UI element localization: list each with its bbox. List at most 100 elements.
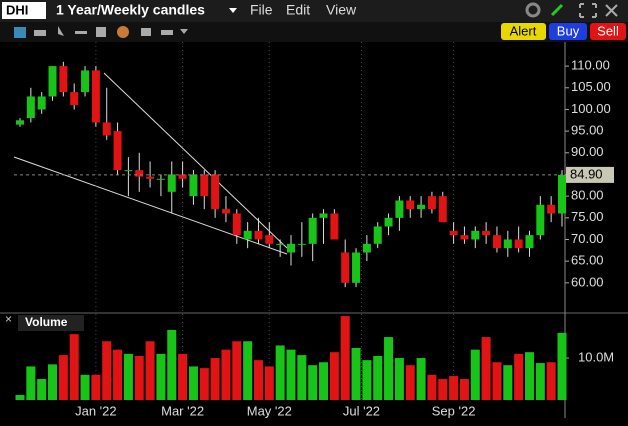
menu-view[interactable]: View	[326, 2, 357, 18]
candle-body	[547, 204, 556, 214]
volume-bar	[351, 347, 361, 400]
candle-body	[102, 122, 111, 136]
volume-bar	[405, 365, 415, 400]
volume-bar	[123, 353, 133, 400]
candle-body	[341, 252, 350, 283]
candle-body	[482, 230, 491, 236]
alert-label[interactable]: Alert	[510, 23, 537, 38]
sell-button[interactable]	[590, 23, 626, 40]
pane-divider	[0, 312, 628, 314]
candle-body	[254, 230, 263, 240]
candle-body	[91, 70, 100, 123]
x-tick-label: Sep '22	[432, 403, 476, 418]
volume-bar	[308, 365, 318, 400]
last-price-box	[566, 166, 614, 183]
expand-icon[interactable]	[579, 3, 597, 18]
candle-body	[70, 92, 79, 106]
drawing-tools[interactable]	[14, 26, 188, 38]
candle-body	[189, 174, 198, 197]
candle-body	[536, 204, 545, 236]
y-tick-label: 60.00	[571, 274, 604, 289]
volume-bar	[58, 355, 68, 400]
volume-title: Volume	[25, 315, 68, 329]
candle-body	[362, 243, 371, 253]
volume-bar	[69, 334, 79, 400]
symbol[interactable]: DHI	[6, 2, 28, 17]
candle-body	[221, 209, 230, 214]
candle-body	[395, 200, 404, 218]
volume-bar	[134, 355, 144, 400]
volume-bar	[91, 374, 101, 400]
volume-bar	[503, 365, 513, 400]
x-tick-label: Jul '22	[343, 403, 380, 418]
candle-body	[243, 230, 252, 240]
candle-body	[373, 226, 382, 244]
volume-bar	[221, 349, 231, 400]
candle-body	[319, 213, 328, 218]
y-tick-label: 70.00	[571, 231, 604, 246]
candle-body	[297, 243, 306, 245]
candle-body	[16, 120, 24, 125]
volume-bar	[210, 358, 220, 400]
candle-body	[308, 217, 317, 244]
buy-button[interactable]	[549, 23, 587, 40]
candle-body	[352, 252, 361, 283]
last-price-label: 84.90	[570, 166, 603, 181]
volume-bar	[492, 362, 502, 400]
candle-body	[48, 66, 57, 97]
volume-bar	[297, 355, 307, 400]
volume-bar	[470, 349, 480, 400]
volume-bar	[15, 394, 25, 400]
sell-label[interactable]: Sell	[597, 23, 619, 38]
candle-body	[330, 213, 339, 240]
buy-label[interactable]: Buy	[557, 23, 580, 38]
candle-body	[525, 235, 534, 249]
y-tick-label: 10.0M	[578, 349, 614, 364]
x-tick-label: Mar '22	[161, 403, 204, 418]
volume-bar	[188, 366, 198, 400]
volume-bar	[286, 349, 296, 400]
candle-body	[146, 176, 155, 179]
y-tick-label: 90.00	[571, 144, 604, 159]
candle-body	[558, 174, 566, 214]
trendline	[13, 156, 288, 255]
volume-bar	[253, 360, 263, 400]
volume-bar	[243, 341, 253, 400]
trendline	[103, 72, 288, 249]
candle-body	[178, 174, 187, 179]
volume-bar	[145, 341, 155, 400]
volume-bar	[80, 374, 90, 400]
candle-body	[438, 196, 447, 223]
volume-bar	[319, 362, 329, 400]
symbol-box[interactable]	[2, 2, 46, 19]
y-tick-label: 100.00	[571, 101, 611, 116]
menu-edit[interactable]: Edit	[286, 2, 310, 18]
volume-bar	[384, 337, 394, 400]
volume-bar	[427, 374, 437, 400]
menu-file[interactable]: File	[250, 2, 273, 18]
candle-body	[124, 170, 133, 172]
candle-body	[503, 239, 512, 249]
candle-body	[514, 239, 523, 249]
volume-bar	[524, 352, 534, 400]
close-icon[interactable]	[605, 4, 618, 17]
volume-bar	[37, 379, 47, 400]
period[interactable]: 1 Year/Weekly candles	[56, 2, 205, 18]
link-icon[interactable]	[550, 3, 564, 17]
y-tick-label: 65.00	[571, 253, 604, 268]
candle-body	[287, 243, 295, 253]
close-pane[interactable]: ×	[5, 312, 12, 326]
volume-bar	[232, 341, 242, 400]
alert-button[interactable]	[501, 23, 546, 40]
volume-bar	[26, 366, 36, 400]
volume-bar	[102, 341, 112, 400]
volume-label-box	[18, 315, 84, 331]
candle-body	[59, 66, 68, 93]
settings-icon[interactable]	[525, 2, 541, 18]
volume-bar	[264, 366, 274, 400]
x-tick-label: May '22	[247, 403, 292, 418]
x-tick-label: Jan '22	[75, 403, 117, 418]
y-tick-label: 80.00	[571, 188, 604, 203]
dropdown-arrow[interactable]	[229, 8, 237, 13]
